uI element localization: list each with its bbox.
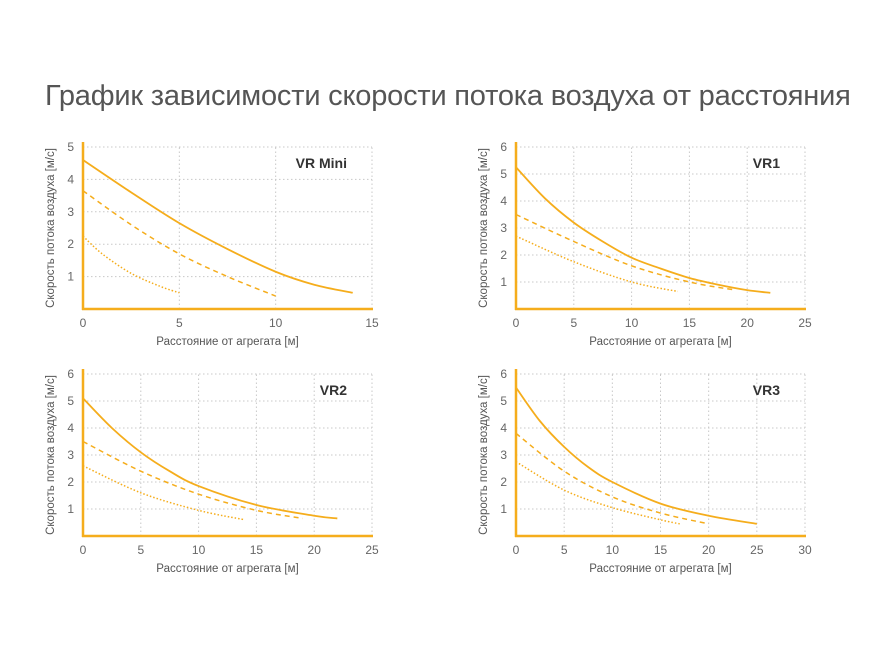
- x-tick-label: 20: [702, 543, 716, 557]
- x-tick-label: 0: [513, 543, 520, 557]
- y-tick-label: 1: [500, 502, 507, 516]
- x-tick-label: 25: [750, 543, 764, 557]
- y-tick-label: 1: [500, 275, 507, 289]
- y-tick-label: 5: [67, 140, 74, 154]
- series-line-dashed: [515, 432, 709, 525]
- y-tick-label: 4: [67, 172, 74, 186]
- x-tick-label: 25: [365, 543, 379, 557]
- x-tick-label: 20: [741, 316, 755, 330]
- x-tick-label: 10: [625, 316, 639, 330]
- series-line-dotted: [515, 461, 680, 525]
- chart-title: VR3: [753, 382, 780, 398]
- x-tick-label: 30: [798, 543, 812, 557]
- y-tick-label: 1: [67, 502, 74, 516]
- y-tick-label: 2: [500, 248, 507, 262]
- y-tick-label: 3: [67, 205, 74, 219]
- chart-title: VR Mini: [296, 155, 347, 171]
- chart-title: VR1: [753, 155, 780, 171]
- y-tick-label: 5: [500, 394, 507, 408]
- series-line-dashed: [82, 440, 303, 520]
- x-tick-label: 0: [80, 316, 87, 330]
- x-tick-label: 15: [250, 543, 264, 557]
- y-tick-label: 4: [500, 421, 507, 435]
- series-line-solid: [82, 159, 353, 294]
- y-axis-label: Скорость потока воздуха [м/с]: [45, 375, 57, 535]
- chart-vr2: 1 2 3 4 5 6 0 5 10 15 20 25 Расстояние от агрегата […: [45, 367, 379, 575]
- chart-vr1: 1 2 3 4 5 6 0 5 10 15 20 25 Расстояние от агрегата […: [478, 140, 812, 348]
- series-line-dotted: [82, 465, 245, 521]
- x-tick-label: 15: [365, 316, 379, 330]
- y-axis-label: Скорость потока воздуха [м/с]: [45, 148, 57, 308]
- x-tick-label: 15: [683, 316, 697, 330]
- y-tick-label: 6: [67, 367, 74, 381]
- x-axis-label: Расстояние от агрегата [м]: [156, 336, 298, 348]
- x-axis-label: Расстояние от агрегата [м]: [156, 563, 298, 575]
- x-tick-label: 25: [798, 316, 812, 330]
- y-tick-label: 3: [67, 448, 74, 462]
- y-tick-label: 3: [500, 448, 507, 462]
- y-tick-label: 5: [67, 394, 74, 408]
- chart-vr3: 1 2 3 4 5 6 0 5 10 15 20 25 30 Расстояние от агрегата…: [478, 367, 812, 575]
- y-tick-label: 3: [500, 221, 507, 235]
- y-tick-label: 6: [500, 140, 507, 154]
- x-tick-label: 15: [654, 543, 668, 557]
- x-tick-label: 0: [513, 316, 520, 330]
- chart-vr-mini: 1 2 3 4 5 0 5 10 15 Расстояние от агрегата [м] Ско…: [45, 140, 379, 348]
- y-tick-label: 4: [500, 194, 507, 208]
- x-axis-label: Расстояние от агрегата [м]: [589, 336, 731, 348]
- x-tick-label: 0: [80, 543, 87, 557]
- x-tick-label: 10: [606, 543, 620, 557]
- series-line-dashed: [82, 190, 276, 297]
- x-tick-label: 10: [269, 316, 283, 330]
- y-axis-label: Скорость потока воздуха [м/с]: [478, 375, 490, 535]
- x-tick-label: 20: [308, 543, 322, 557]
- x-tick-label: 5: [176, 316, 183, 330]
- series-line-solid: [82, 397, 338, 520]
- x-tick-label: 5: [570, 316, 577, 330]
- series-line-dashed: [515, 213, 736, 291]
- y-tick-label: 2: [500, 475, 507, 489]
- y-tick-label: 6: [500, 367, 507, 381]
- y-tick-label: 1: [67, 270, 74, 284]
- y-axis-label: Скорость потока воздуха [м/с]: [478, 148, 490, 308]
- x-axis-label: Расстояние от агрегата [м]: [589, 563, 731, 575]
- y-tick-label: 2: [67, 475, 74, 489]
- y-tick-label: 4: [67, 421, 74, 435]
- series-line-dotted: [515, 235, 678, 293]
- page-title: График зависимости скорости потока возду…: [45, 80, 851, 112]
- x-tick-label: 5: [137, 543, 144, 557]
- chart-title: VR2: [320, 382, 347, 398]
- x-tick-label: 10: [192, 543, 206, 557]
- y-tick-label: 5: [500, 167, 507, 181]
- x-tick-label: 5: [561, 543, 568, 557]
- series-line-solid: [515, 386, 757, 525]
- series-line-solid: [515, 166, 771, 294]
- y-tick-label: 2: [67, 237, 74, 251]
